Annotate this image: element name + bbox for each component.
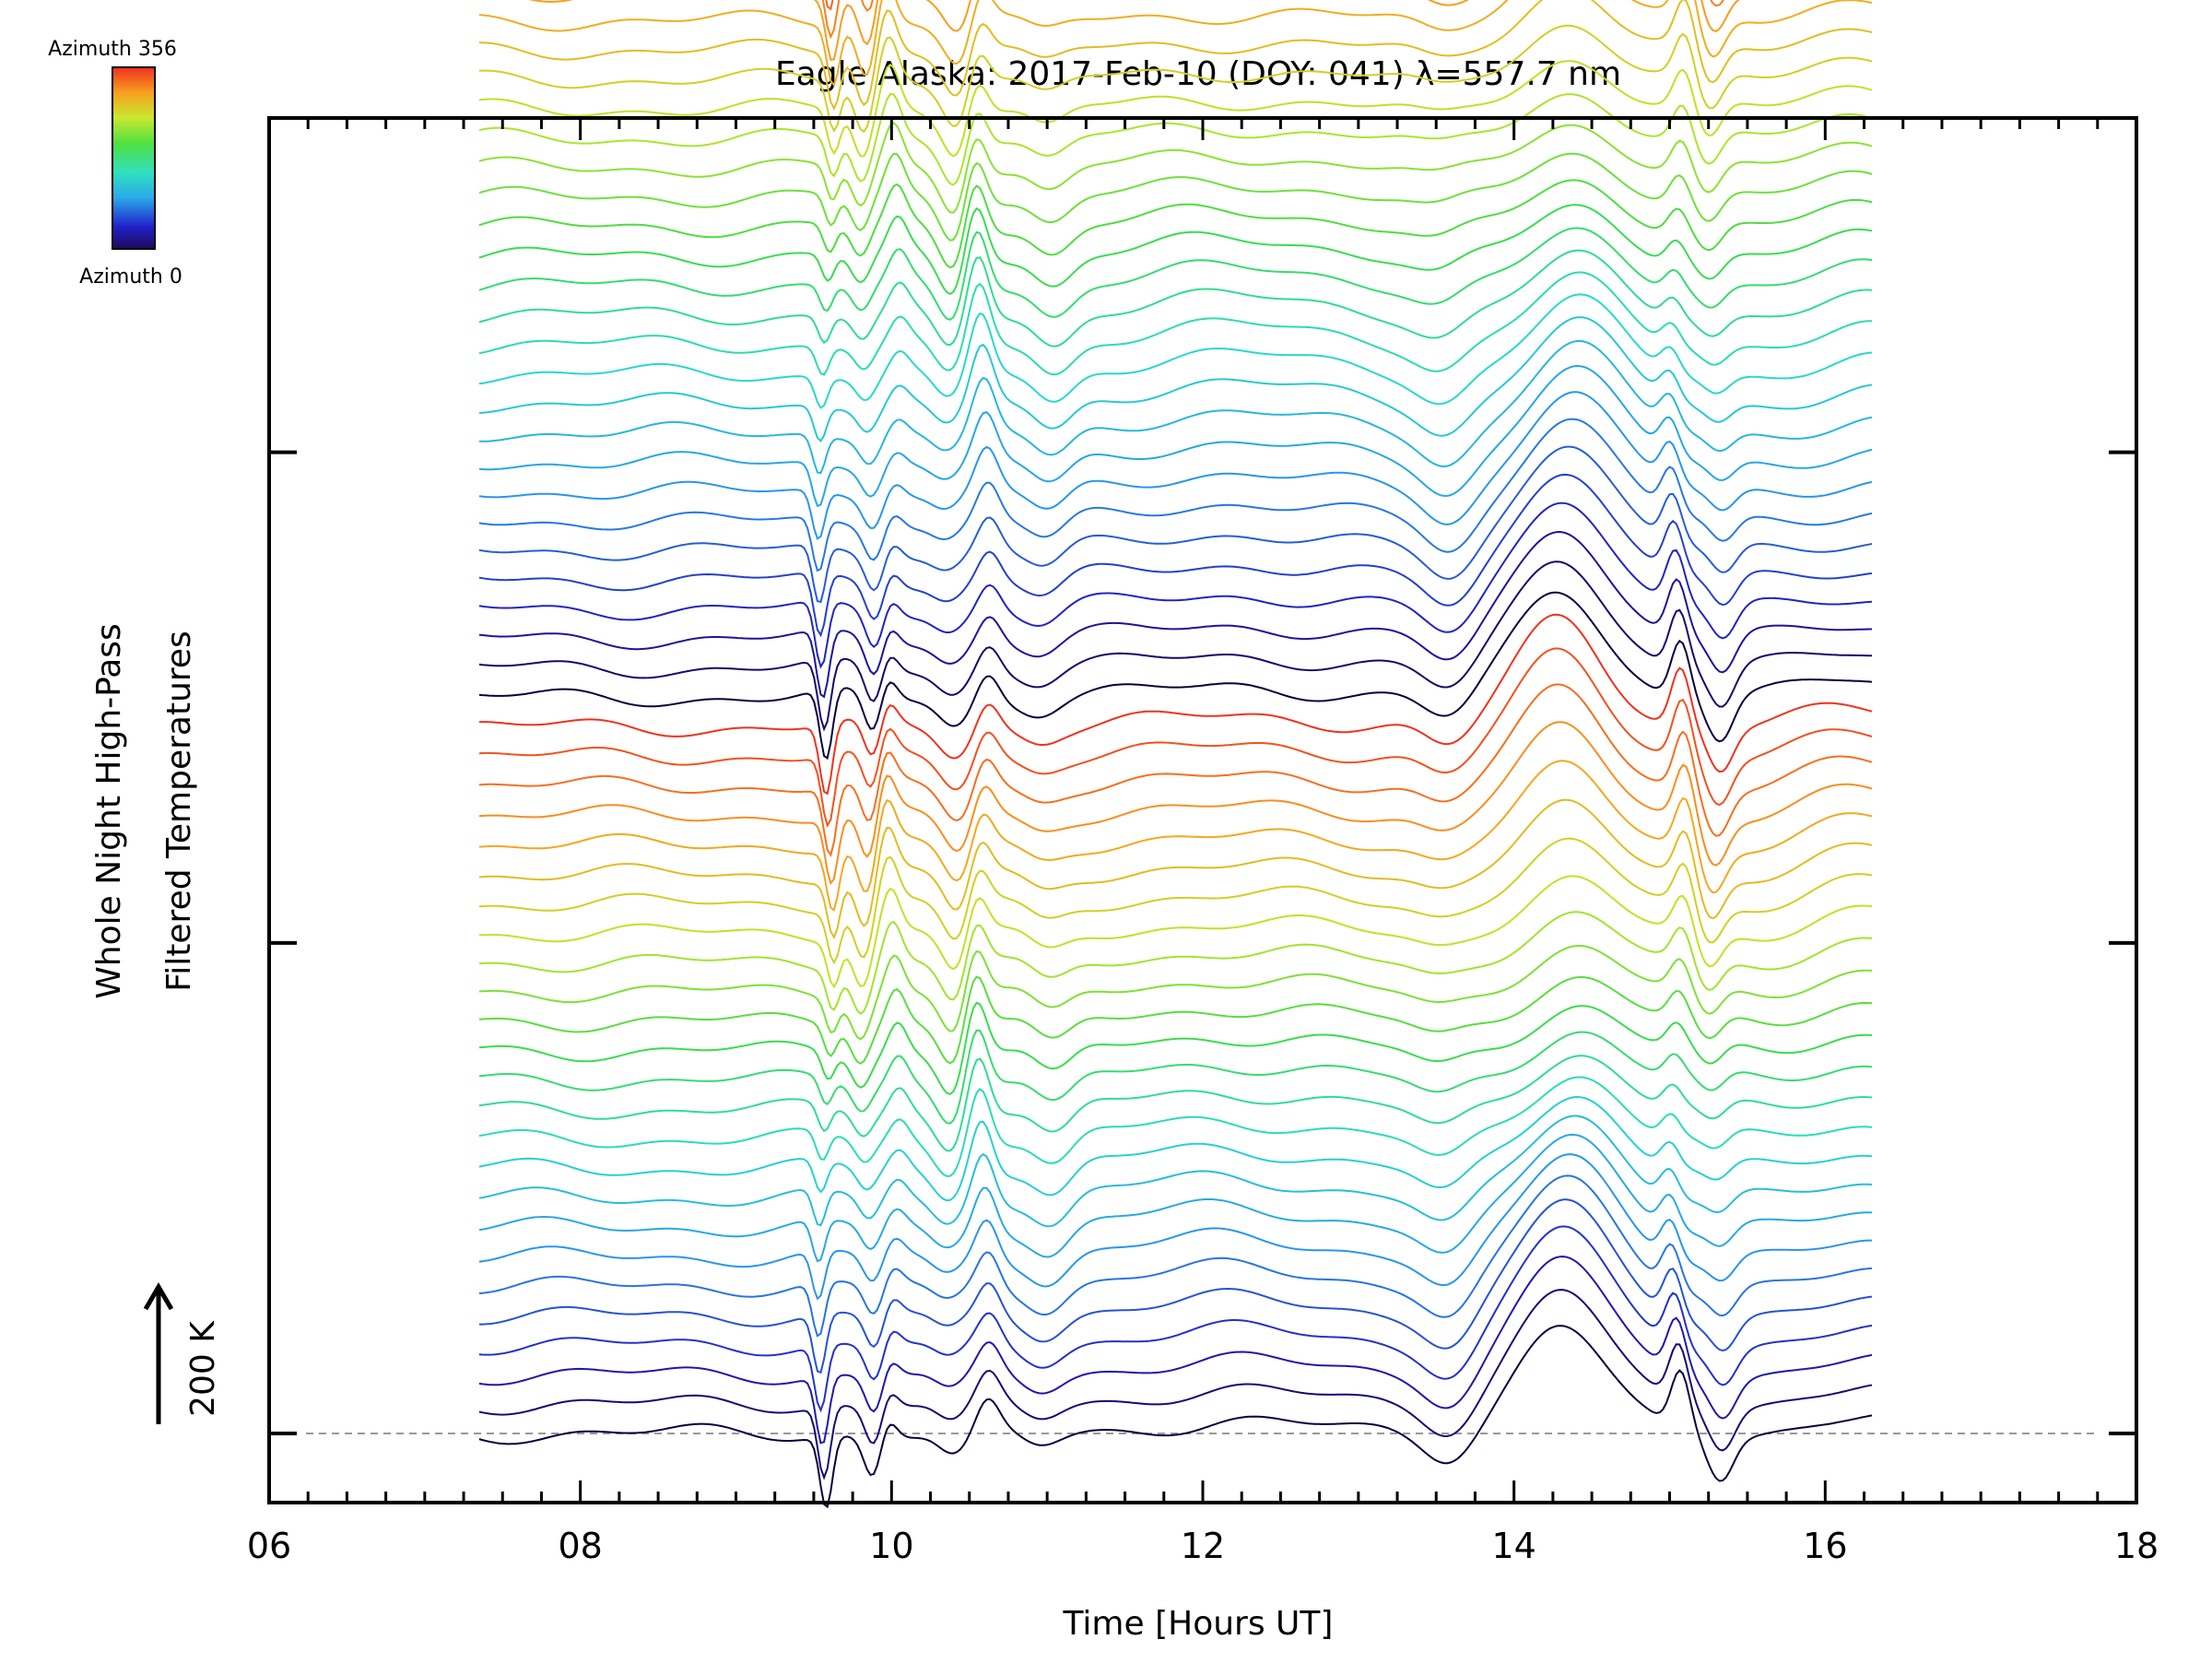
trace-24 bbox=[478, 613, 1873, 796]
trace-29 bbox=[478, 473, 1873, 638]
scale-label: 200 K bbox=[184, 1320, 222, 1417]
trace-22 bbox=[478, 683, 1873, 857]
trace-36 bbox=[478, 293, 1873, 409]
trace-13 bbox=[478, 1001, 1873, 1096]
chart-title: Eagle Alaska: 2017-Feb-10 (DOY: 041) λ=5… bbox=[775, 55, 1621, 93]
trace-12 bbox=[478, 1029, 1873, 1125]
colorbar-top-label: Azimuth 356 bbox=[48, 38, 177, 61]
trace-1 bbox=[478, 1289, 1873, 1480]
trace-6 bbox=[478, 1153, 1872, 1301]
y-axis-title-line2: Filtered Temperatures bbox=[160, 631, 198, 992]
trace-41 bbox=[478, 179, 1873, 269]
trace-23 bbox=[478, 647, 1873, 828]
trace-14 bbox=[478, 975, 1873, 1065]
trace-19 bbox=[478, 798, 1873, 940]
trace-42 bbox=[478, 152, 1873, 242]
x-tick-label-12: 12 bbox=[1181, 1526, 1225, 1566]
trace-7 bbox=[478, 1133, 1873, 1263]
colorbar bbox=[112, 66, 156, 250]
trace-2 bbox=[478, 1256, 1873, 1445]
trace-35 bbox=[478, 316, 1873, 443]
scale-arrow bbox=[143, 1282, 174, 1424]
trace-37 bbox=[478, 271, 1872, 376]
trace-27 bbox=[478, 530, 1872, 699]
trace-26 bbox=[478, 560, 1873, 732]
trace-43 bbox=[478, 122, 1873, 214]
trace-11 bbox=[478, 1055, 1873, 1152]
traces bbox=[306, 0, 2100, 1509]
x-tick-label-18: 18 bbox=[2114, 1526, 2159, 1566]
x-axis-title: Time [Hours UT] bbox=[1063, 1605, 1334, 1643]
trace-9 bbox=[478, 1095, 1873, 1202]
y-axis-title-line1: Whole Night High-Pass bbox=[90, 623, 128, 999]
trace-25 bbox=[478, 591, 1873, 761]
trace-49 bbox=[528, 0, 1740, 61]
trace-8 bbox=[478, 1115, 1873, 1228]
trace-3 bbox=[478, 1225, 1873, 1413]
trace-39 bbox=[478, 227, 1873, 321]
x-tick-label-16: 16 bbox=[1803, 1526, 1847, 1566]
trace-47 bbox=[478, 0, 1873, 111]
trace-34 bbox=[478, 339, 1873, 475]
trace-40 bbox=[478, 204, 1873, 296]
trace-38 bbox=[478, 249, 1873, 348]
trace-46 bbox=[478, 24, 1873, 134]
trace-44 bbox=[478, 92, 1873, 186]
trace-0 bbox=[478, 1325, 1873, 1509]
colorbar-bottom-label: Azimuth 0 bbox=[79, 265, 182, 289]
trace-16 bbox=[478, 911, 1873, 1015]
axes: 06 08 10 12 14 16 18 bbox=[247, 116, 2159, 1566]
trace-18 bbox=[478, 837, 1873, 965]
x-tick-label-06: 06 bbox=[247, 1526, 291, 1566]
trace-28 bbox=[478, 501, 1873, 669]
trace-32 bbox=[478, 391, 1873, 540]
x-tick-label-08: 08 bbox=[558, 1526, 602, 1566]
trace-15 bbox=[478, 945, 1873, 1041]
trace-31 bbox=[478, 418, 1873, 572]
trace-20 bbox=[478, 760, 1873, 912]
x-tick-label-14: 14 bbox=[1491, 1526, 1535, 1566]
plot-frame bbox=[267, 116, 2138, 1504]
trace-10 bbox=[478, 1076, 1873, 1177]
trace-5 bbox=[478, 1174, 1873, 1338]
trace-48 bbox=[478, 0, 1873, 88]
trace-21 bbox=[478, 721, 1873, 886]
trace-30 bbox=[478, 445, 1873, 604]
trace-17 bbox=[478, 875, 1873, 989]
trace-4 bbox=[478, 1198, 1873, 1374]
trace-45 bbox=[478, 60, 1873, 158]
trace-33 bbox=[478, 364, 1873, 508]
x-tick-label-10: 10 bbox=[869, 1526, 913, 1566]
